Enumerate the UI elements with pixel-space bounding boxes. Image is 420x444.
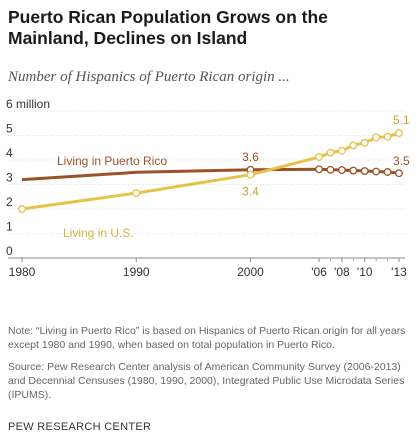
brand-logo-text: PEW RESEARCH CENTER	[8, 421, 151, 433]
axes: 0 1 2 3 4 5 6 million 1980 1990 2000 '06 '08 '10 '13	[6, 97, 407, 279]
data-point-us	[396, 130, 403, 137]
data-label-us-2000: 3.4	[242, 185, 259, 199]
y-tick-label: 6 million	[6, 97, 50, 111]
data-point-puerto_rico	[339, 167, 346, 174]
series-layer	[19, 130, 403, 213]
data-point-us	[133, 190, 140, 197]
series-label-us: Living in U.S.	[63, 226, 134, 240]
data-point-us	[247, 171, 254, 178]
data-label-us-2013: 5.1	[393, 113, 410, 127]
y-tick-label: 0	[6, 244, 13, 258]
chart-title: Puerto Rican Population Grows on the Mai…	[8, 7, 413, 49]
y-tick-label: 3	[6, 171, 13, 185]
y-tick-label: 1	[6, 220, 13, 234]
data-point-puerto_rico	[373, 168, 380, 175]
data-point-puerto_rico	[327, 167, 334, 174]
y-tick-label: 2	[6, 195, 13, 209]
x-tick-label: '13	[391, 265, 407, 279]
data-point-puerto_rico	[384, 169, 391, 176]
data-label-pr-2013: 3.5	[393, 154, 410, 168]
data-label-pr-2000: 3.6	[242, 150, 259, 164]
y-tick-label: 5	[6, 122, 13, 136]
data-point-us	[384, 133, 391, 140]
data-point-us	[373, 134, 380, 141]
x-tick-label: 1980	[9, 265, 36, 279]
data-point-us	[327, 149, 334, 156]
data-point-us	[19, 206, 26, 213]
data-point-us	[361, 140, 368, 147]
data-point-us	[339, 147, 346, 154]
x-tick-label: '08	[334, 265, 350, 279]
data-point-puerto_rico	[316, 166, 323, 173]
data-point-us	[350, 142, 357, 149]
data-point-puerto_rico	[361, 168, 368, 175]
x-tick-label: 1990	[123, 265, 150, 279]
x-tick-label: 2000	[237, 265, 264, 279]
y-tick-label: 4	[6, 146, 13, 160]
chart-note: Note: “Living in Puerto Rico” is based o…	[8, 324, 414, 352]
x-tick-label: '06	[311, 265, 327, 279]
x-tick-label: '10	[357, 265, 373, 279]
data-point-puerto_rico	[396, 170, 403, 177]
series-label-puerto-rico: Living in Puerto Rico	[57, 154, 167, 168]
chart-source: Source: Pew Research Center analysis of …	[8, 360, 414, 402]
data-point-puerto_rico	[350, 167, 357, 174]
chart-subtitle: Number of Hispanics of Puerto Rican orig…	[8, 69, 290, 86]
data-point-us	[316, 154, 323, 161]
